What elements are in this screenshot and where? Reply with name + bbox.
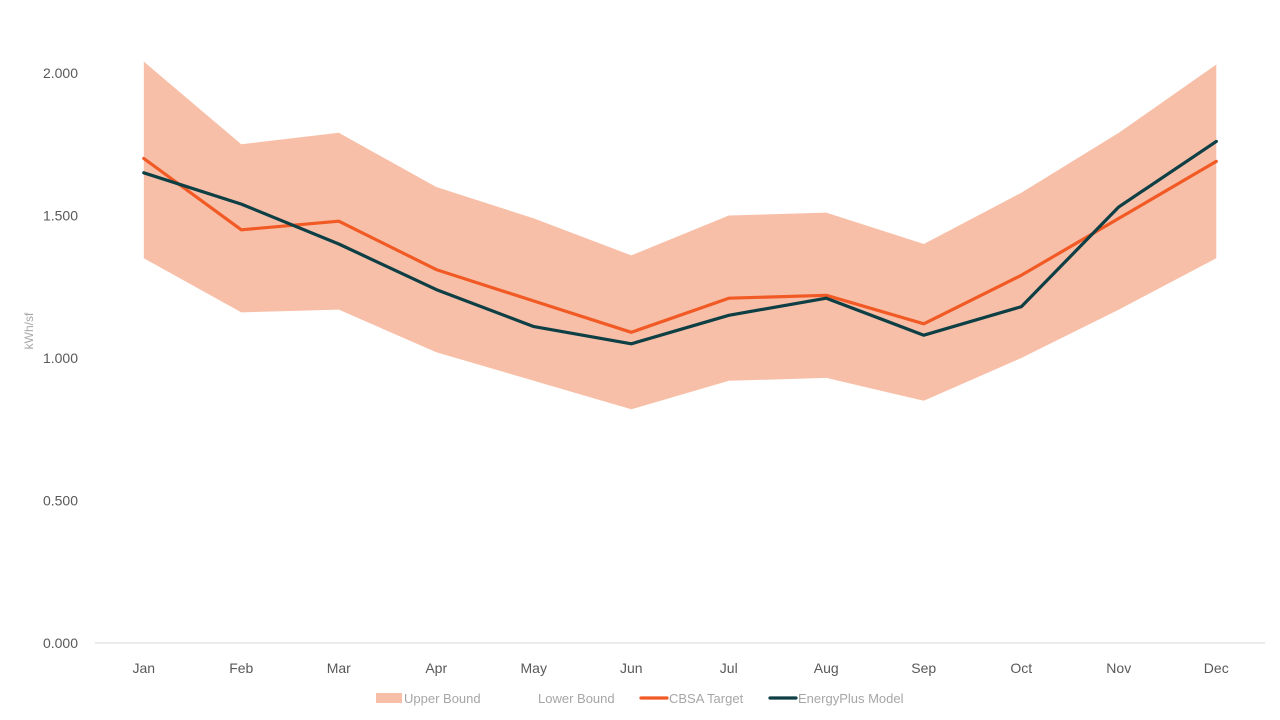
x-tick-label: Jan [132, 660, 155, 676]
series-line-cbsa-target [142, 156, 1218, 334]
legend-label-upper-bound: Upper Bound [404, 691, 481, 706]
legend-label-lower-bound: Lower Bound [538, 691, 615, 706]
x-tick-label: Nov [1106, 660, 1131, 676]
y-tick-label: 2.000 [43, 65, 78, 81]
legend-label-energyplus-model: EnergyPlus Model [798, 691, 904, 706]
legend-swatch-lower-bound [510, 693, 536, 703]
x-tick-label: Dec [1204, 660, 1229, 676]
x-tick-label: Jun [620, 660, 643, 676]
y-axis-title: kWh/sf [22, 312, 36, 349]
x-tick-label: May [521, 660, 547, 676]
series-line-energyplus-model [142, 139, 1218, 346]
series-line-layer [142, 139, 1218, 346]
y-tick-label: 0.000 [43, 635, 78, 651]
bound-band-area [143, 61, 1217, 410]
x-tick-label: Mar [327, 660, 351, 676]
x-tick-label: Apr [425, 660, 447, 676]
y-tick-label: 0.500 [43, 493, 78, 509]
x-axis-ticks: Jan Feb Mar Apr May Jun Jul Aug Sep Oct Nov Dec [132, 660, 1228, 676]
y-tick-label: 1.500 [43, 208, 78, 224]
legend-label-cbsa-target: CBSA Target [669, 691, 744, 706]
legend-swatch-upper-bound [376, 693, 402, 703]
x-tick-label: Feb [229, 660, 253, 676]
x-tick-label: Sep [911, 660, 936, 676]
x-tick-label: Aug [814, 660, 839, 676]
x-tick-label: Oct [1010, 660, 1032, 676]
y-tick-label: 1.000 [43, 350, 78, 366]
x-tick-label: Jul [720, 660, 738, 676]
bound-band-layer [143, 61, 1217, 410]
legend: Upper Bound Lower Bound CBSA Target EnergyP… [376, 691, 904, 706]
y-axis-ticks: 0.000 0.500 1.000 1.500 2.000 [43, 65, 78, 651]
